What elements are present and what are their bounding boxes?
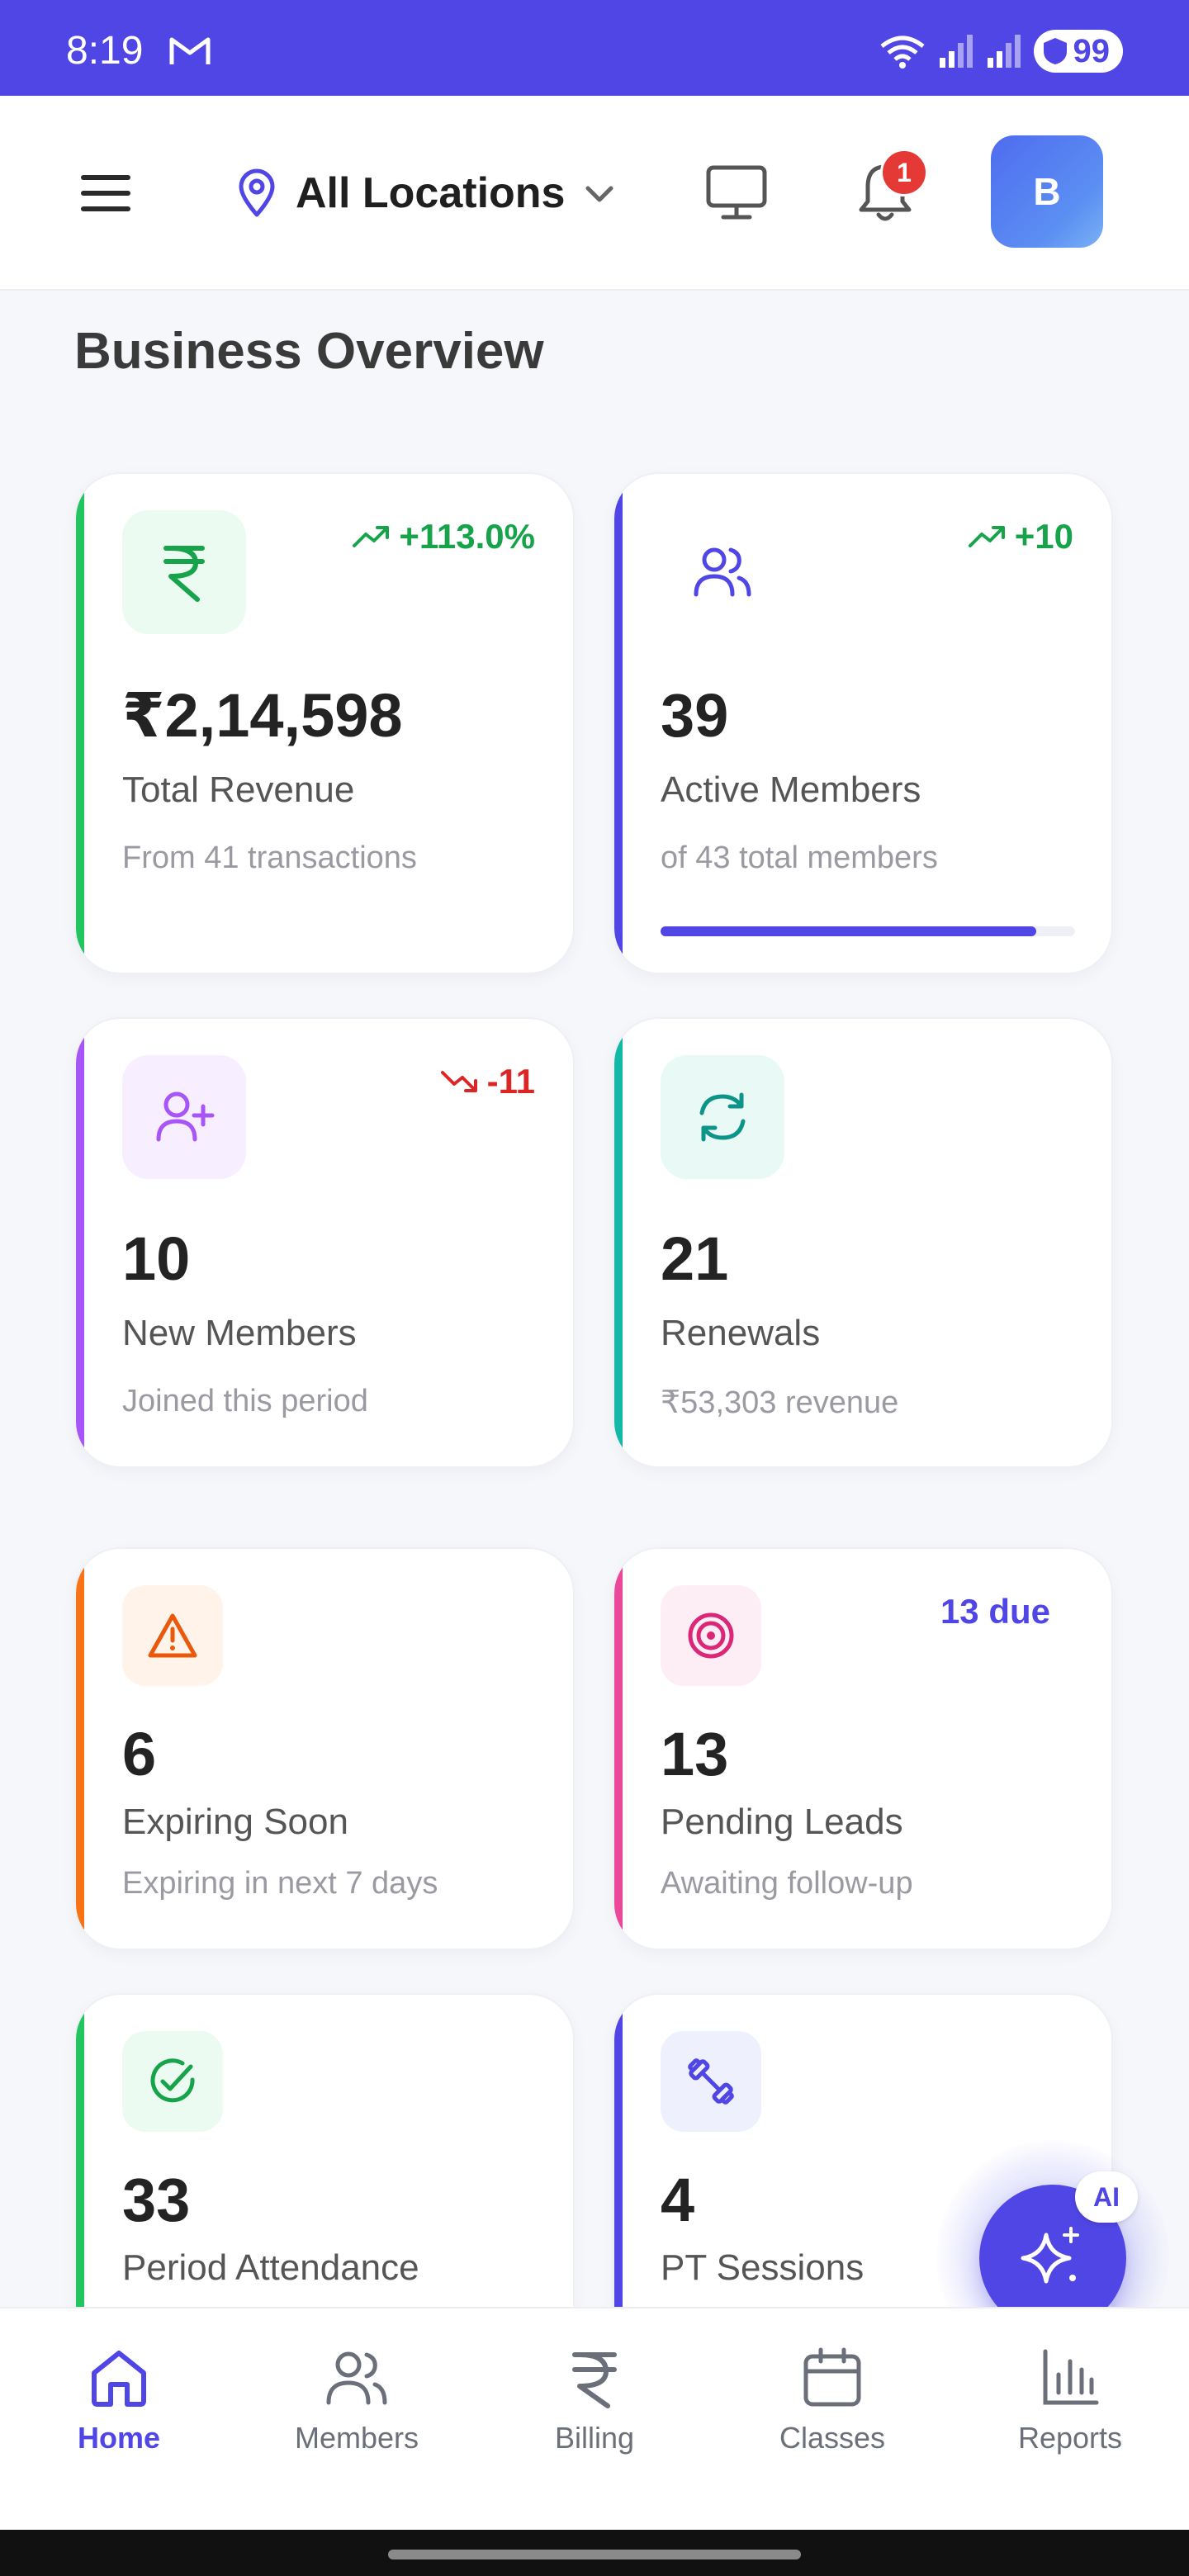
- leads-sub: Awaiting follow-up: [661, 1866, 913, 1901]
- renewals-sub: ₹53,303 revenue: [661, 1385, 899, 1420]
- status-icons: 99: [879, 30, 1123, 73]
- users-icon: [326, 2351, 387, 2405]
- active-label: Active Members: [661, 769, 921, 810]
- revenue-sub: From 41 transactions: [122, 841, 417, 875]
- expiring-value: 6: [122, 1720, 157, 1788]
- expiring-card[interactable]: 6 Expiring Soon Expiring in next 7 days: [74, 1547, 575, 1950]
- leads-label: Pending Leads: [661, 1802, 903, 1842]
- sparkles-icon: [1021, 2227, 1079, 2284]
- leads-card[interactable]: 13 due 13 Pending Leads Awaiting follow-…: [613, 1547, 1113, 1950]
- renewals-card[interactable]: 21 Renewals ₹53,303 revenue: [613, 1017, 1113, 1468]
- renewals-value: 21: [661, 1224, 729, 1293]
- trending-up-icon: [968, 526, 1005, 547]
- attendance-value: 33: [122, 2166, 191, 2234]
- nav-reports[interactable]: Reports: [951, 2308, 1189, 2530]
- pt-label: PT Sessions: [661, 2247, 865, 2288]
- due-count: 13 due: [940, 1592, 1050, 1631]
- signal-roaming-icon: [987, 35, 1021, 68]
- bar-chart-icon: [1043, 2349, 1099, 2405]
- revenue-card[interactable]: +113.0% ₹2,14,598 Total Revenue From 41 …: [74, 472, 575, 974]
- expiring-label: Expiring Soon: [122, 1802, 348, 1842]
- new-members-card[interactable]: -11 10 New Members Joined this period: [74, 1017, 575, 1468]
- active-sub: of 43 total members: [661, 841, 938, 875]
- menu-button[interactable]: [76, 170, 135, 216]
- pt-value: 4: [661, 2166, 695, 2234]
- status-bar: 8:19 99: [0, 0, 1189, 96]
- dumbbell-icon: [661, 2031, 761, 2132]
- menu-line: [81, 191, 130, 196]
- menu-line: [81, 206, 130, 211]
- leads-value: 13: [661, 1720, 729, 1788]
- nav-label: Members: [294, 2421, 419, 2455]
- nav-billing[interactable]: Billing: [476, 2308, 713, 2530]
- trend-value: +10: [1014, 517, 1073, 556]
- nav-label: Reports: [1017, 2421, 1123, 2455]
- nav-label: Classes: [779, 2421, 886, 2455]
- new-members-value: 10: [122, 1224, 191, 1293]
- avatar[interactable]: B: [991, 135, 1103, 248]
- user-plus-icon: [122, 1055, 246, 1179]
- wifi-icon: [879, 36, 925, 69]
- home-icon: [92, 2351, 146, 2407]
- calendar-icon: [803, 2347, 861, 2407]
- menu-line: [81, 175, 130, 180]
- battery-level: 99: [1073, 32, 1111, 69]
- revenue-value: ₹2,14,598: [122, 681, 403, 750]
- ai-badge: AI: [1075, 2171, 1138, 2223]
- page-title: Business Overview: [74, 323, 544, 380]
- active-value: 39: [661, 681, 729, 750]
- shield-icon: [1043, 38, 1067, 64]
- trending-up-icon: [353, 526, 390, 547]
- nav-members[interactable]: Members: [238, 2308, 476, 2530]
- location-selector[interactable]: All Locations: [234, 160, 618, 226]
- trend-value: -11: [486, 1062, 535, 1101]
- warning-icon: [122, 1585, 223, 1686]
- home-indicator[interactable]: [388, 2550, 801, 2559]
- progress-fill: [661, 926, 1037, 936]
- attendance-label: Period Attendance: [122, 2247, 419, 2288]
- notification-badge: 1: [880, 149, 928, 197]
- new-members-sub: Joined this period: [122, 1384, 368, 1418]
- check-circle-icon: [122, 2031, 223, 2132]
- expiring-sub: Expiring in next 7 days: [122, 1866, 438, 1901]
- trend-value: +113.0%: [399, 517, 535, 556]
- display-button[interactable]: [702, 159, 771, 228]
- new-members-label: New Members: [122, 1313, 357, 1353]
- nav-label: Billing: [554, 2421, 635, 2455]
- rupee-icon: [572, 2352, 617, 2408]
- battery-indicator: 99: [1033, 30, 1123, 73]
- monitor-icon: [706, 165, 767, 220]
- active-members-card[interactable]: +10 39 Active Members of 43 total member…: [613, 472, 1113, 974]
- map-pin-icon: [239, 168, 275, 217]
- gmail-icon: [169, 37, 211, 64]
- nav-classes[interactable]: Classes: [713, 2308, 951, 2530]
- refresh-icon: [661, 1055, 784, 1179]
- active-trend: +10: [968, 517, 1073, 556]
- new-members-trend: -11: [440, 1062, 535, 1101]
- renewals-label: Renewals: [661, 1313, 821, 1353]
- users-icon: [661, 510, 784, 634]
- revenue-label: Total Revenue: [122, 769, 355, 810]
- signal-icon: [939, 35, 973, 68]
- trending-down-icon: [440, 1071, 477, 1092]
- chevron-down-icon: [585, 186, 613, 202]
- nav-label: Home: [77, 2421, 161, 2455]
- target-icon: [661, 1585, 761, 1686]
- revenue-trend: +113.0%: [353, 517, 535, 556]
- bottom-navigation: Home Members Billing Classes Reports: [0, 2307, 1189, 2530]
- active-progress: [661, 926, 1075, 936]
- nav-home[interactable]: Home: [0, 2308, 238, 2530]
- location-label: All Locations: [296, 169, 566, 217]
- status-time: 8:19: [66, 29, 144, 73]
- leads-due-badge: 13 due: [940, 1592, 1050, 1631]
- rupee-icon: [122, 510, 246, 634]
